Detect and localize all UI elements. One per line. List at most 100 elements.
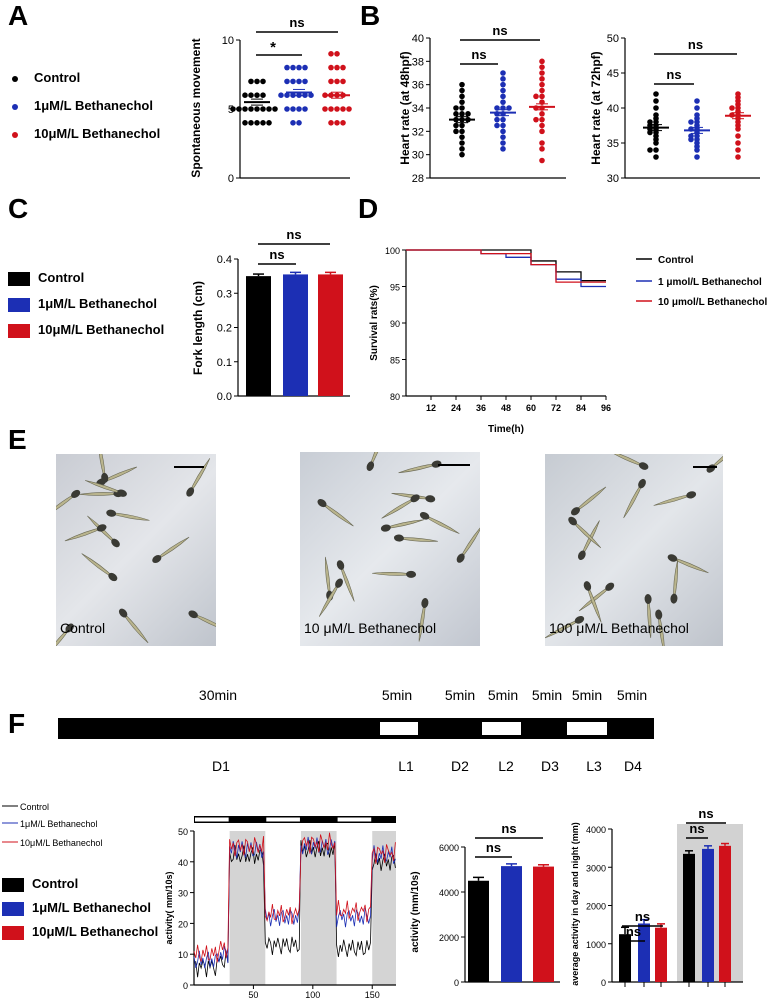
chart-a-point xyxy=(328,106,334,112)
chart-d-x-tick-label: 48 xyxy=(501,403,511,413)
chart-b2-point xyxy=(653,91,659,97)
photo-caption-100um: 100 μM/L Bethanechol xyxy=(549,620,689,636)
timeline-phase-label: L3 xyxy=(586,758,602,774)
chart-b2-point xyxy=(694,105,700,111)
larva-body xyxy=(56,491,79,518)
trace-top-bar-light xyxy=(337,817,372,822)
chart-d-y-tick-label: 90 xyxy=(390,319,400,329)
chart-b2-ns-a-label: ns xyxy=(666,67,681,82)
larva xyxy=(372,570,417,578)
larva-head xyxy=(406,570,417,578)
larva xyxy=(85,480,127,497)
panel-label-a: A xyxy=(8,0,29,31)
chart-a-point xyxy=(290,120,296,126)
panel-label-e: E xyxy=(8,424,27,455)
chart-b1-y-tick-label: 32 xyxy=(412,126,424,138)
larva xyxy=(318,578,343,617)
chart-f-trace-y-tick-label: 20 xyxy=(178,919,188,929)
chart-a-point xyxy=(260,78,266,85)
chart-a-point xyxy=(296,106,302,112)
larva xyxy=(419,511,460,534)
chart-a-point xyxy=(248,78,254,85)
legend-f-control: Control xyxy=(2,876,78,892)
larva-head xyxy=(421,598,429,608)
chart-b1-y-tick-label: 38 xyxy=(412,56,424,68)
chart-a-point xyxy=(296,78,302,85)
timeline-duration: 5min xyxy=(382,687,412,703)
chart-d-y-tick-label: 85 xyxy=(390,356,400,366)
chart-b1-point xyxy=(533,93,539,100)
chart-a-point xyxy=(260,120,266,126)
chart-b1-point xyxy=(494,116,500,123)
timeline-duration: 5min xyxy=(532,687,562,703)
timeline-phase-label: D1 xyxy=(212,758,230,774)
larva-head xyxy=(71,489,81,499)
chart-a-point xyxy=(334,64,340,71)
larva-body xyxy=(421,514,460,534)
timeline-phase-label: L1 xyxy=(398,758,414,774)
chart-a-point xyxy=(272,106,278,112)
chart-b1-point xyxy=(539,111,545,117)
timeline-light-block xyxy=(482,722,521,735)
legend-c-control: Control xyxy=(8,270,84,286)
chart-f-bar2-y-tick-label: 3000 xyxy=(586,863,606,873)
chart-a-point xyxy=(340,106,346,112)
chart-b1-point xyxy=(500,93,506,100)
larva-body xyxy=(372,572,415,576)
larva-head xyxy=(188,610,198,619)
chart-f-bar2-ns-c-label: ns xyxy=(689,821,704,836)
chart-f-bar1-y-tick-label: 4000 xyxy=(439,888,459,898)
larva xyxy=(398,460,442,474)
chart-f-bar1-y-tick-label: 0 xyxy=(454,978,459,988)
timeline-phase-label: D3 xyxy=(541,758,559,774)
larva-body xyxy=(339,562,355,602)
larva-body xyxy=(669,556,709,574)
chart-a-point xyxy=(254,78,260,85)
chart-a-point xyxy=(266,120,272,126)
chart-a-y-tick-label: 10 xyxy=(222,35,234,47)
larva-head xyxy=(638,478,646,489)
chart-b1-point xyxy=(500,87,506,94)
chart-c-bar xyxy=(246,276,271,396)
chart-b1-point xyxy=(459,151,465,158)
chart-a-point xyxy=(296,120,302,126)
chart-a-point xyxy=(302,106,308,112)
larva-body xyxy=(458,525,480,561)
larva-head xyxy=(655,609,663,620)
chart-b1-y-tick-label: 28 xyxy=(412,173,424,185)
larva-body xyxy=(368,452,386,470)
larva-body xyxy=(108,512,150,521)
larva-head xyxy=(336,560,345,570)
chart-a-point xyxy=(254,92,260,98)
larva-head xyxy=(583,581,592,591)
larva-head xyxy=(118,608,128,618)
chart-d-legend-label: 1 μmol/L Bethanechol xyxy=(658,277,762,288)
chart-d-series-line xyxy=(406,249,606,283)
chart-b2-ns-b-label: ns xyxy=(688,37,703,52)
chart-b2-point xyxy=(653,105,659,111)
chart-f-bar2-bar xyxy=(619,934,631,982)
larva-head xyxy=(152,554,162,564)
chart-b2-y-tick-label: 45 xyxy=(607,68,619,80)
larva xyxy=(64,524,107,542)
larva-body xyxy=(647,595,652,638)
chart-c-y-tick-label: 0.3 xyxy=(217,288,232,300)
chart-f-trace-y-tick-label: 50 xyxy=(178,827,188,837)
chart-b2-point xyxy=(735,147,741,153)
chart-b1-point xyxy=(500,70,506,76)
larva xyxy=(317,498,354,527)
photo-caption-10um: 10 μM/L Bethanechol xyxy=(304,620,437,636)
chart-b1-point xyxy=(453,111,459,117)
chart-b2-y-tick-label: 50 xyxy=(607,33,619,45)
larva-body xyxy=(708,454,723,471)
chart-a-point xyxy=(290,78,296,85)
larva-head xyxy=(108,572,118,582)
chart-a-point xyxy=(248,120,254,126)
chart-a-point xyxy=(284,78,290,85)
larva xyxy=(653,491,697,506)
larva-head xyxy=(419,511,430,520)
larva-head xyxy=(605,582,615,591)
chart-c-y-label: Fork length (cm) xyxy=(191,281,205,375)
timeline-phase-label: L2 xyxy=(498,758,514,774)
